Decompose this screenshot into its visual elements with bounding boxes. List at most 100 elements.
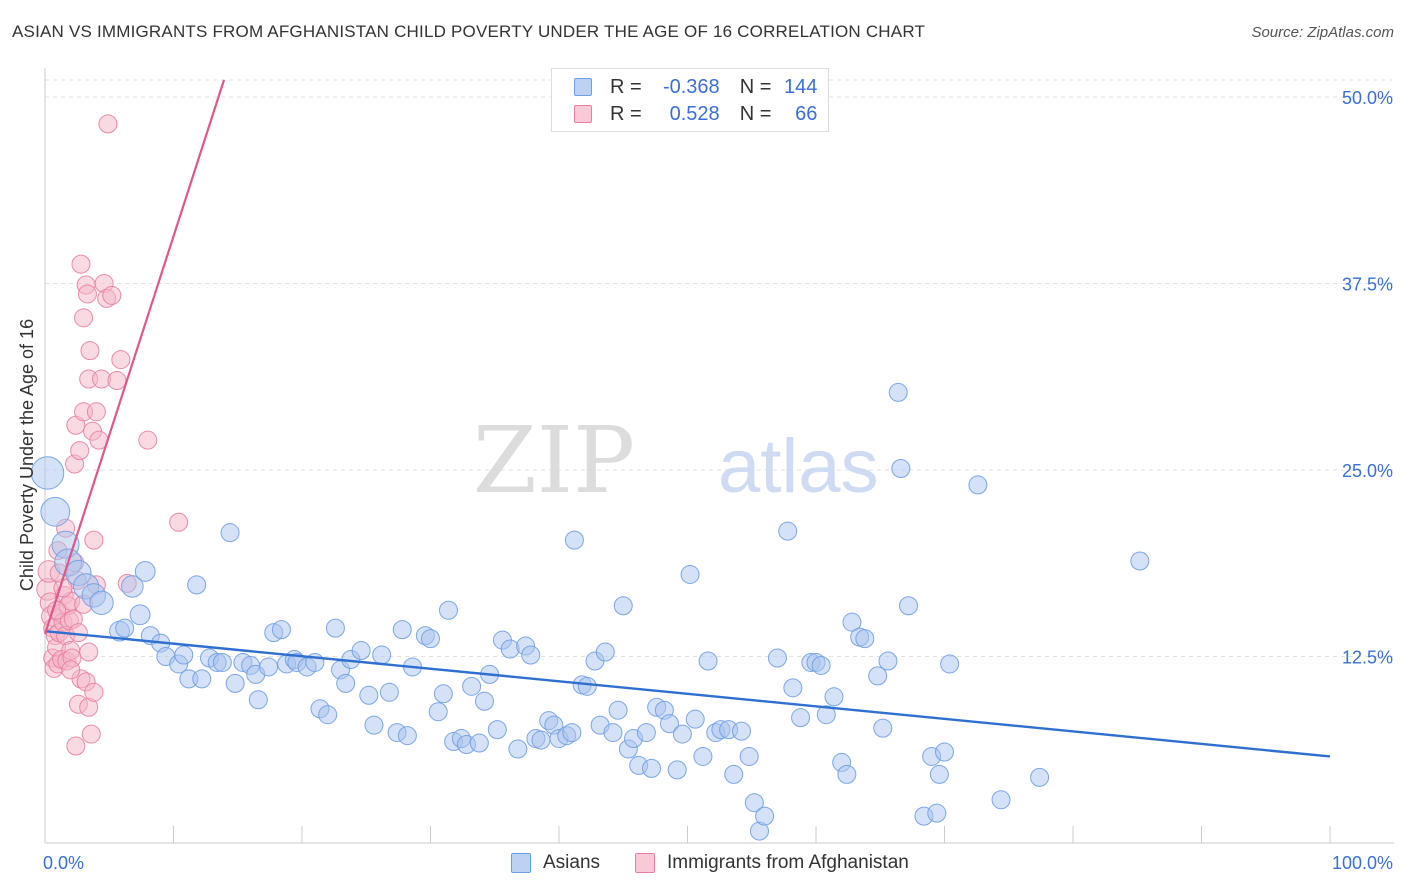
zipatlas-watermark: ZIP atlas (473, 407, 879, 514)
data-point (102, 285, 122, 305)
data-point (318, 705, 338, 725)
data-point (873, 718, 893, 738)
data-point (174, 645, 194, 665)
data-point (778, 521, 798, 541)
data-point (755, 806, 775, 826)
data-point (30, 456, 65, 490)
data-point (397, 726, 417, 746)
legend-label-asians: Asians (543, 852, 601, 873)
y-axis-label: Child Poverty Under the Age of 16 (17, 319, 37, 591)
data-point (824, 687, 844, 707)
data-point (379, 682, 399, 702)
data-point (129, 604, 151, 626)
n-value: 144 (784, 75, 818, 98)
data-point (121, 575, 144, 598)
data-point (462, 676, 482, 696)
data-point (40, 496, 71, 527)
data-point (359, 685, 379, 705)
data-point (84, 530, 104, 550)
data-point (739, 746, 759, 766)
data-point (70, 441, 90, 461)
data-point (595, 642, 615, 662)
data-point (564, 530, 584, 550)
axes (44, 68, 1394, 844)
data-point (842, 612, 862, 632)
data-point (521, 645, 541, 665)
data-point (968, 475, 988, 495)
data-point (698, 651, 718, 671)
data-point (500, 639, 520, 659)
afghanistan-trend-line (43, 79, 226, 635)
y-tick-label: 25.0% (1342, 461, 1393, 481)
data-point (667, 760, 687, 780)
data-point (562, 723, 582, 743)
r-value: 0.528 (669, 102, 720, 125)
data-point (84, 682, 104, 702)
data-point (744, 793, 764, 813)
data-point (469, 733, 489, 753)
data-point (811, 655, 831, 675)
data-point (187, 575, 207, 595)
data-point (940, 654, 960, 674)
asian-trend-line (44, 629, 1331, 758)
data-point (660, 714, 680, 734)
data-point (89, 590, 114, 615)
data-point (111, 350, 131, 370)
legend-row-afghanistan: R = 0.528 N = 66 (574, 102, 817, 126)
y-tick-label: 50.0% (1342, 88, 1393, 108)
data-point (71, 254, 91, 274)
r-label: R = (610, 102, 642, 125)
data-point (212, 652, 232, 672)
data-point (79, 642, 99, 662)
data-point (685, 709, 705, 729)
data-point (791, 708, 811, 728)
data-point (927, 803, 947, 823)
y-tick-label: 37.5% (1342, 275, 1393, 295)
data-point (767, 648, 787, 668)
data-point (603, 723, 623, 743)
data-point (259, 657, 279, 677)
data-point (192, 669, 212, 689)
data-point (248, 690, 268, 710)
legend-item-afghanistan[interactable]: Immigrants from Afghanistan (635, 852, 909, 874)
data-point (66, 736, 86, 756)
trend-lines (43, 79, 1331, 758)
afghanistan-swatch (574, 105, 592, 123)
data-point (77, 284, 97, 304)
data-point (271, 620, 291, 640)
data-point (642, 758, 662, 778)
data-point (608, 700, 628, 720)
data-point (351, 641, 371, 661)
data-point (855, 629, 875, 649)
data-point (421, 629, 440, 649)
data-point (138, 430, 158, 450)
data-point (868, 666, 888, 686)
data-point (428, 702, 448, 722)
data-point (508, 739, 528, 759)
legend-item-asians[interactable]: Asians (511, 852, 600, 874)
data-point (731, 721, 751, 741)
data-point (115, 618, 135, 638)
data-point (816, 705, 836, 725)
data-point (336, 673, 356, 693)
x-tick-label-min: 0.0% (43, 853, 84, 873)
data-point (929, 764, 949, 784)
data-point (220, 523, 240, 543)
data-point (891, 459, 911, 479)
data-point (438, 600, 458, 620)
data-point (61, 660, 81, 680)
r-value: -0.368 (662, 75, 720, 98)
data-point (487, 720, 507, 740)
asian-legend-swatch (511, 853, 531, 873)
legend-row-asians: R = -0.368 N = 144 (574, 75, 817, 99)
data-point (134, 561, 156, 582)
data-point (991, 790, 1011, 810)
data-point (74, 308, 94, 328)
data-point (81, 724, 101, 744)
data-point (577, 676, 597, 696)
data-point (98, 114, 118, 134)
y-tick-label: 12.5% (1342, 648, 1393, 668)
n-label: N = (739, 75, 772, 98)
data-point (372, 645, 392, 665)
data-point (724, 764, 744, 784)
